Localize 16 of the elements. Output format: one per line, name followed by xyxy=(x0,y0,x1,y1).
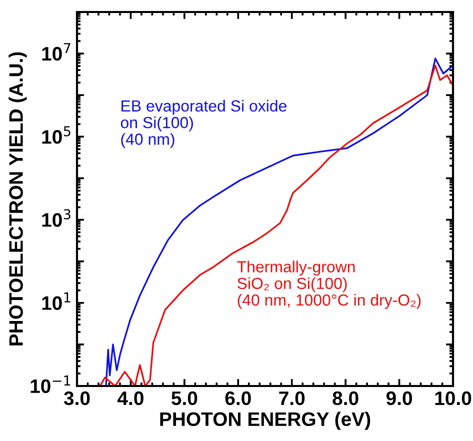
y-tick-label: 10$^{5}$ xyxy=(42,126,70,144)
x-tick-label: 3.0 xyxy=(64,391,90,406)
x-tick-label: 8.0 xyxy=(332,391,358,406)
x-tick-label: 4.0 xyxy=(117,391,144,406)
x-axis-title: PHOTON ENERGY (eV) xyxy=(160,412,370,430)
y-tick-label: 10$^{7}$ xyxy=(42,43,70,61)
x-tick-label: 5.0 xyxy=(172,391,198,406)
y-tick-label: 10$^{3}$ xyxy=(42,209,70,227)
y-tick-label: 10$^{1}$ xyxy=(42,292,70,310)
series-label: EB evaporated Si oxide on Si(100) (40 nm) xyxy=(120,100,286,148)
series-label: Thermally-grown SiO₂ on Si(100) (40 nm, 1000°C in dry-O₂) xyxy=(237,260,421,309)
x-tick-label: 10.0 xyxy=(435,391,472,406)
x-tick-label: 7.0 xyxy=(279,391,305,406)
x-tick-label: 9.0 xyxy=(386,391,412,406)
x-tick-label: 6.0 xyxy=(225,391,251,406)
y-axis-title: PHOTOELECTRON YIELD (A.U.) xyxy=(8,52,27,346)
